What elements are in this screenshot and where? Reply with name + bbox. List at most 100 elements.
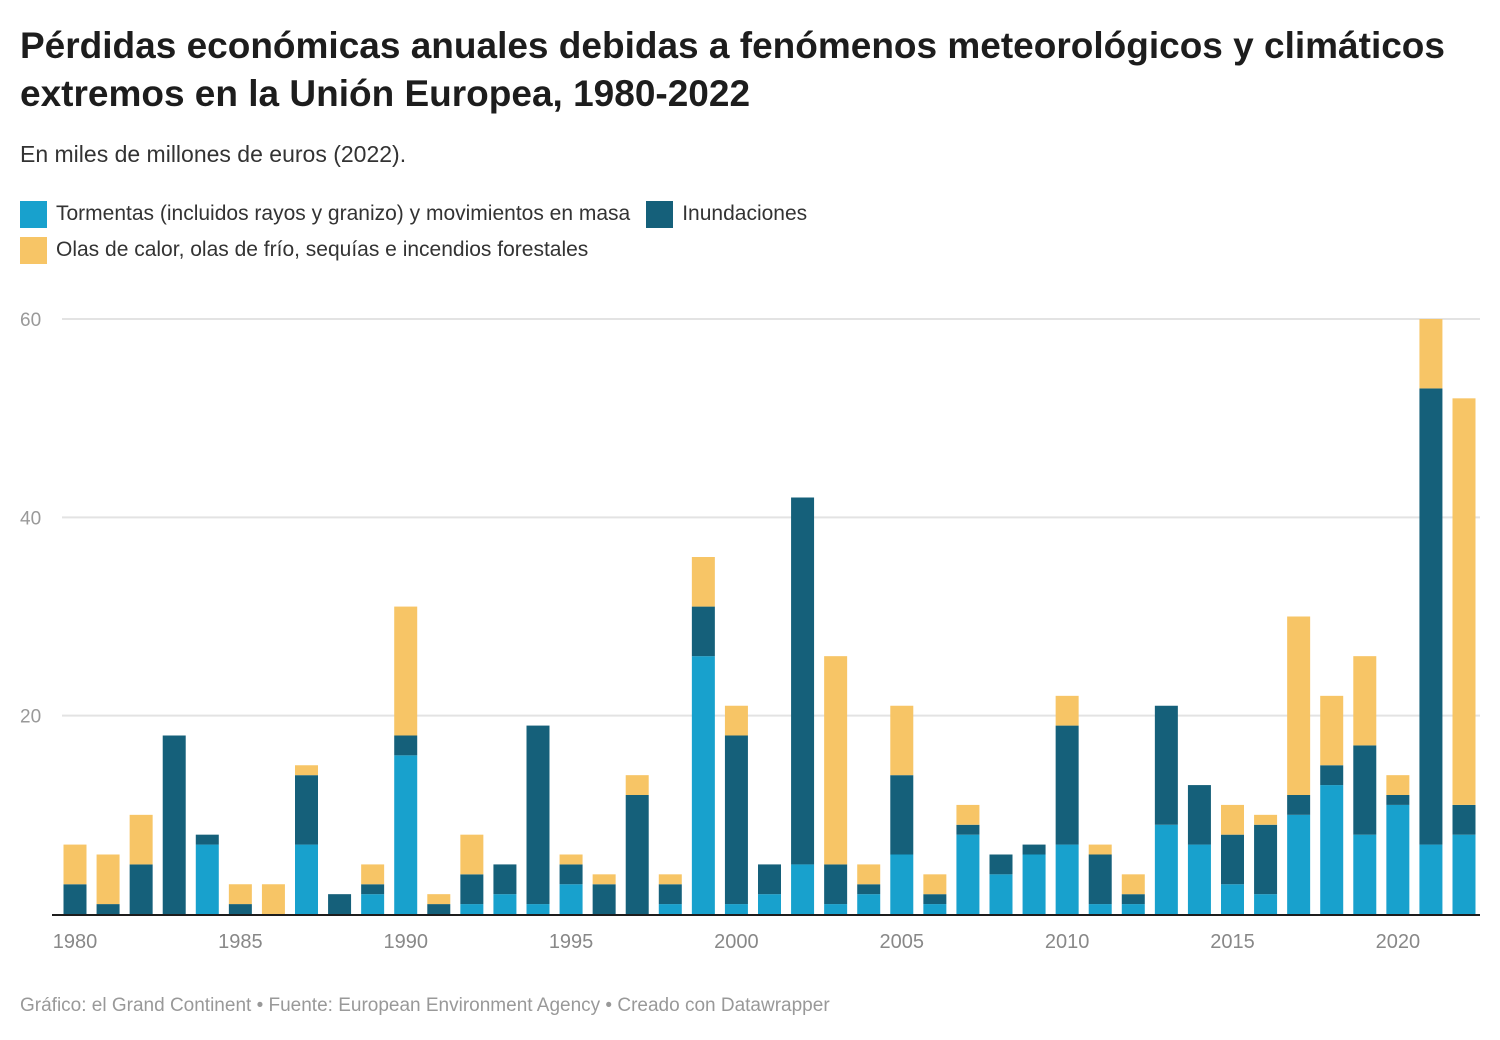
bar-1985-series-1 — [228, 904, 252, 914]
bar-2009-series-1 — [1022, 844, 1046, 855]
bar-2010-series-1 — [1055, 725, 1079, 845]
bar-2015-series-0 — [1221, 884, 1244, 914]
bar-2005-series-2 — [890, 705, 914, 776]
bar-1989-series-1 — [361, 884, 385, 895]
bar-1998-series-0 — [658, 904, 682, 914]
bar-2020-series-1 — [1386, 795, 1410, 805]
legend-swatch-floods — [646, 200, 674, 228]
x-tick-label: 1985 — [218, 931, 263, 953]
bar-2006-series-0 — [923, 904, 947, 914]
bar-2021-series-2 — [1419, 319, 1443, 389]
bar-2011-series-2 — [1088, 844, 1112, 855]
legend-label-storms: Tormentas (incluidos rayos y granizo) y … — [56, 202, 631, 225]
bar-1984-series-0 — [195, 844, 219, 914]
bar-2022-series-0 — [1452, 834, 1476, 914]
legend: Tormentas (incluidos rayos y granizo) y … — [20, 196, 1020, 268]
bar-1983-series-1 — [162, 735, 186, 914]
bar-2013-series-0 — [1154, 824, 1178, 914]
bar-2016-series-2 — [1254, 814, 1278, 825]
bar-2005-series-0 — [890, 854, 914, 914]
bar-1988-series-1 — [328, 894, 352, 914]
bar-1990-series-0 — [394, 755, 418, 914]
bar-2017-series-1 — [1287, 795, 1311, 815]
bar-2022-series-2 — [1452, 398, 1476, 805]
bar-1992-series-1 — [460, 874, 484, 905]
bar-2007-series-2 — [956, 804, 980, 825]
bar-1997-series-1 — [625, 795, 649, 914]
bar-1998-series-1 — [658, 884, 682, 905]
x-tick-label: 2000 — [714, 931, 759, 953]
bar-1986-series-2 — [261, 884, 285, 914]
bar-2013-series-1 — [1154, 705, 1178, 825]
bar-2019-series-2 — [1353, 656, 1377, 746]
bar-2014-series-1 — [1187, 785, 1211, 845]
bar-1987-series-0 — [295, 844, 318, 914]
bar-2022-series-1 — [1452, 804, 1476, 835]
bar-2014-series-0 — [1187, 844, 1211, 914]
bar-1992-series-2 — [460, 834, 484, 875]
x-tick-label: 2005 — [880, 931, 925, 953]
bar-2021-series-0 — [1419, 844, 1443, 914]
bar-2008-series-1 — [989, 854, 1013, 875]
bar-2017-series-2 — [1287, 616, 1311, 795]
bar-1982-series-2 — [129, 814, 153, 865]
x-tick-label: 2015 — [1210, 931, 1255, 953]
bar-2006-series-2 — [923, 874, 947, 895]
bar-2002-series-1 — [791, 497, 815, 865]
bar-2018-series-2 — [1320, 695, 1344, 766]
chart-subtitle: En miles de millones de euros (2022). — [20, 141, 407, 167]
bar-1991-series-1 — [427, 904, 451, 914]
bar-2012-series-2 — [1121, 874, 1145, 895]
bar-2020-series-2 — [1386, 775, 1410, 795]
bar-2000-series-0 — [724, 904, 748, 914]
bar-2000-series-1 — [724, 735, 748, 905]
bar-2001-series-0 — [758, 894, 781, 914]
bar-1989-series-2 — [361, 864, 385, 885]
bar-2006-series-1 — [923, 894, 947, 905]
bar-2002-series-0 — [791, 864, 815, 914]
bar-1980-series-2 — [63, 844, 87, 885]
legend-swatch-heat — [20, 236, 47, 264]
bar-1999-series-0 — [691, 656, 715, 914]
bar-1996-series-2 — [592, 874, 616, 885]
bar-2017-series-0 — [1287, 814, 1311, 914]
bar-2016-series-0 — [1254, 894, 1278, 914]
bar-2004-series-2 — [857, 864, 881, 885]
bar-1995-series-1 — [559, 864, 583, 885]
bar-2011-series-0 — [1088, 904, 1112, 914]
bar-2012-series-1 — [1121, 894, 1145, 905]
chart-footer: Gráfico: el Grand Continent • Fuente: Eu… — [20, 995, 830, 1016]
chart-title: Pérdidas económicas anuales debidas a fe… — [20, 25, 1445, 114]
bar-2010-series-0 — [1055, 844, 1079, 914]
bar-1990-series-1 — [394, 735, 418, 756]
legend-item-storms: Tormentas (incluidos rayos y granizo) y … — [20, 200, 631, 228]
bar-2016-series-1 — [1254, 824, 1278, 895]
bar-2003-series-0 — [824, 904, 848, 914]
bar-1995-series-0 — [559, 884, 583, 914]
bar-2010-series-2 — [1055, 695, 1079, 726]
bar-2018-series-1 — [1320, 765, 1344, 786]
bar-1999-series-1 — [691, 606, 715, 657]
bar-1987-series-2 — [295, 765, 318, 776]
x-tick-label: 1995 — [549, 931, 594, 953]
bar-2021-series-1 — [1419, 388, 1443, 845]
y-tick-label: 40 — [20, 508, 41, 529]
y-tick-label: 60 — [20, 310, 41, 331]
bar-1994-series-0 — [526, 904, 550, 914]
bar-1980-series-1 — [63, 884, 87, 914]
bar-2000-series-2 — [724, 705, 748, 736]
bar-2003-series-2 — [824, 656, 848, 865]
bar-2005-series-1 — [890, 775, 914, 855]
bar-1996-series-1 — [592, 884, 616, 914]
legend-label-heat: Olas de calor, olas de frío, sequías e i… — [56, 238, 589, 261]
x-tick-label: 1990 — [383, 931, 428, 953]
bar-2019-series-1 — [1353, 745, 1377, 835]
bar-2001-series-1 — [758, 864, 781, 895]
y-tick-label: 20 — [20, 707, 41, 728]
legend-label-floods: Inundaciones — [682, 202, 808, 225]
bar-1982-series-1 — [129, 864, 153, 914]
bar-1989-series-0 — [361, 894, 385, 914]
bar-2015-series-1 — [1221, 834, 1244, 885]
x-tick-label: 1980 — [53, 931, 98, 953]
